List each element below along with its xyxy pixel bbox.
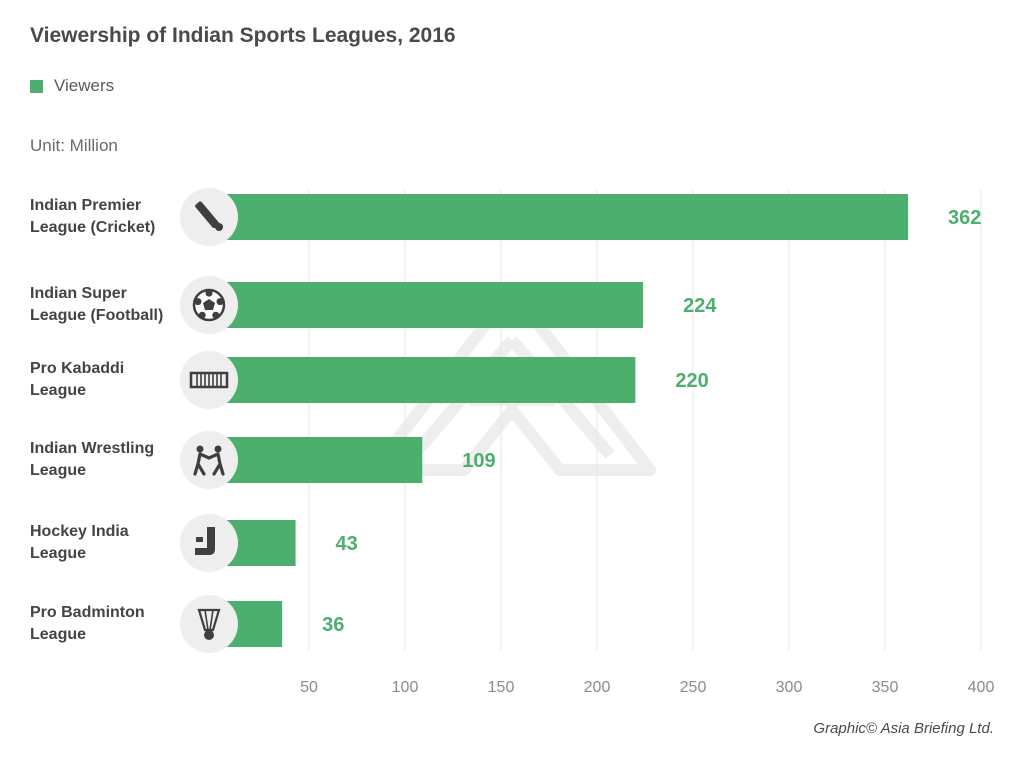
bat-blade — [195, 201, 219, 228]
category-label: Indian Wrestling League — [30, 438, 180, 482]
data-label: 220 — [675, 370, 708, 392]
x-tick-label: 400 — [968, 679, 995, 696]
category-label-line: League — [30, 626, 87, 643]
x-tick-label: 100 — [392, 679, 419, 696]
feather-lines — [204, 609, 214, 631]
stick — [195, 527, 215, 555]
category-label: Pro Kabaddi League — [30, 358, 180, 402]
category-label: Indian Premier League (Cricket) — [30, 195, 180, 239]
chart-title: Viewership of Indian Sports Leagues, 201… — [30, 24, 456, 47]
x-tick-label: 350 — [872, 679, 899, 696]
category-label-line: League (Football) — [30, 307, 164, 324]
icon-badge — [180, 595, 238, 653]
category-label-line: Indian Super — [30, 285, 127, 302]
ball — [215, 223, 223, 231]
data-label: 362 — [948, 207, 981, 229]
category-label-line: Indian Wrestling — [30, 440, 155, 457]
x-tick-label: 200 — [584, 679, 611, 696]
ball-patch — [205, 289, 213, 297]
bar — [203, 194, 909, 240]
cork — [204, 630, 214, 640]
cricket-bat-icon — [195, 201, 223, 231]
wrestler-head — [214, 445, 222, 453]
x-tick-label: 300 — [776, 679, 803, 696]
credit: Graphic© Asia Briefing Ltd. — [813, 720, 994, 737]
category-label: Pro Badminton League — [30, 602, 180, 646]
unit-label: Unit: Million — [30, 136, 118, 155]
kabaddi-court-icon — [189, 371, 229, 389]
category-label-line: League — [30, 545, 87, 562]
category-label-line: Pro Badminton — [30, 604, 145, 621]
bar — [203, 282, 644, 328]
x-tick-label: 150 — [488, 679, 515, 696]
legend-swatch — [30, 79, 43, 93]
category-label: Hockey India League — [30, 521, 180, 565]
wrestler-head — [196, 445, 204, 453]
category-label-line: League (Cricket) — [30, 219, 156, 236]
data-label: 36 — [322, 614, 344, 636]
puck — [196, 537, 203, 542]
legend: Viewers — [30, 76, 114, 96]
data-label: 109 — [462, 450, 495, 472]
ball-patch — [194, 298, 202, 306]
legend-label: Viewers — [54, 76, 115, 95]
ball-patch — [212, 311, 220, 319]
category-label: Indian Super League (Football) — [30, 283, 180, 327]
icon-badge — [180, 431, 238, 489]
category-label-line: Hockey India — [30, 523, 129, 540]
data-label: 224 — [683, 295, 717, 317]
category-label-line: League — [30, 382, 87, 399]
wrestlers-icon — [193, 445, 225, 476]
bar — [203, 357, 636, 403]
x-tick-label: 50 — [300, 679, 318, 696]
category-label-line: League — [30, 462, 87, 479]
football-icon — [192, 288, 226, 322]
ball-patch — [203, 299, 215, 310]
shuttlecock-icon — [197, 608, 221, 640]
category-label-line: Indian Premier — [30, 197, 142, 214]
ball-patch — [198, 311, 206, 319]
data-label: 43 — [336, 533, 358, 555]
category-label-line: Pro Kabaddi — [30, 360, 125, 377]
x-tick-label: 250 — [680, 679, 707, 696]
wrestler-bodies — [193, 452, 225, 476]
hockey-stick-icon — [195, 527, 215, 555]
ball-patch — [216, 298, 224, 306]
bar — [203, 437, 423, 483]
